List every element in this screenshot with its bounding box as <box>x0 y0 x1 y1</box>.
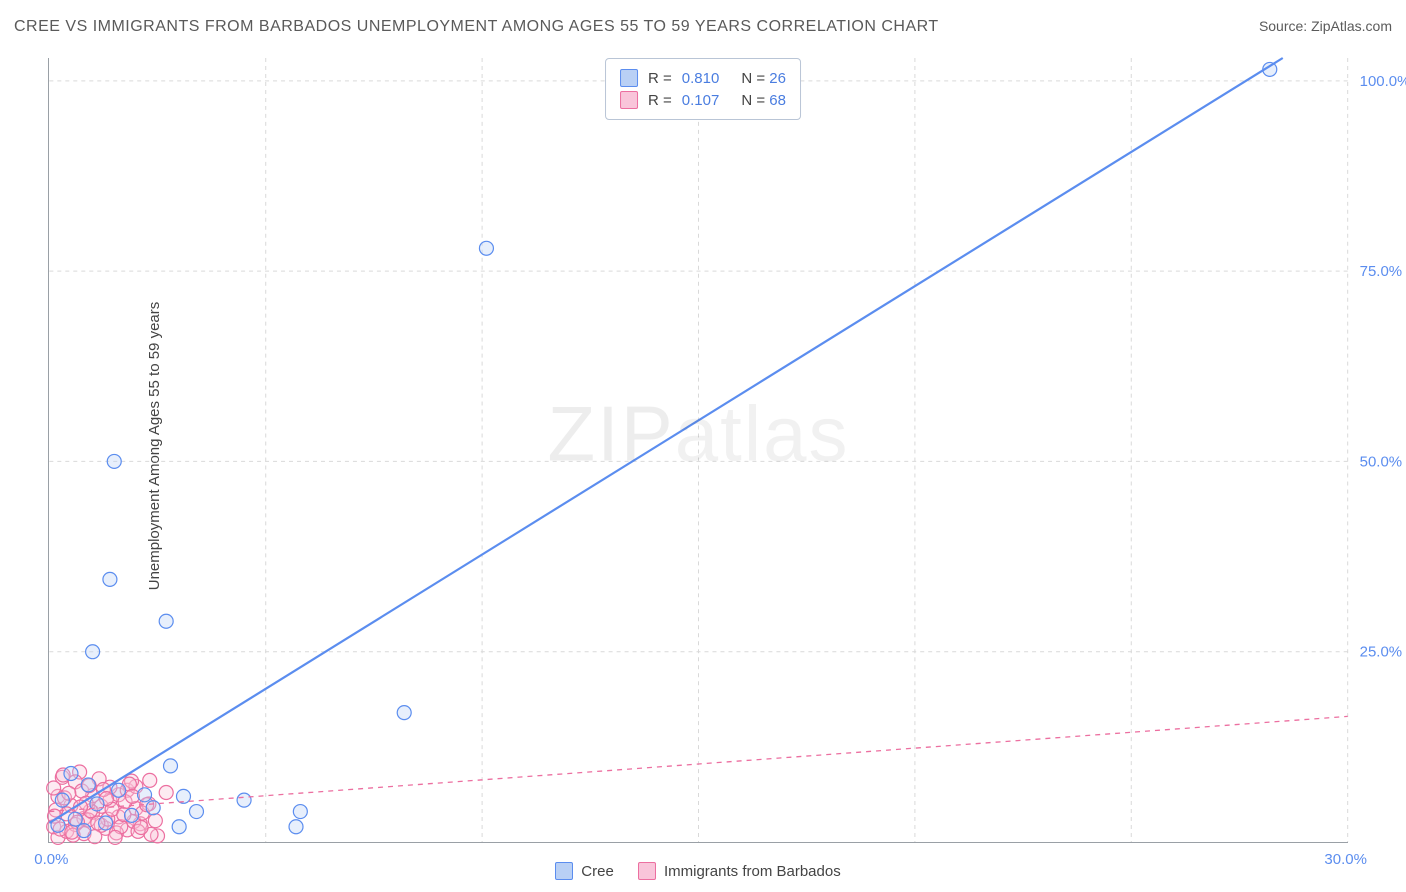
series-legend: Cree Immigrants from Barbados <box>48 862 1348 884</box>
chart-header: CREE VS IMMIGRANTS FROM BARBADOS UNEMPLO… <box>14 18 1392 48</box>
plot-svg: 25.0%50.0%75.0%100.0%0.0%30.0% <box>49 58 1348 842</box>
svg-text:100.0%: 100.0% <box>1360 73 1406 90</box>
swatch-barbados <box>620 91 638 109</box>
chart-title: CREE VS IMMIGRANTS FROM BARBADOS UNEMPLO… <box>14 18 939 35</box>
svg-text:25.0%: 25.0% <box>1360 644 1402 661</box>
legend-item-barbados: Immigrants from Barbados <box>638 862 841 880</box>
source-attribution: Source: ZipAtlas.com <box>1259 18 1392 34</box>
correlation-legend: R = 0.810 N = 26 R = 0.107 N = 68 <box>605 58 801 120</box>
legend-row-barbados: R = 0.107 N = 68 <box>620 89 786 111</box>
svg-text:75.0%: 75.0% <box>1360 263 1402 280</box>
n-value-barbados: 68 <box>769 92 786 109</box>
svg-text:50.0%: 50.0% <box>1360 453 1402 470</box>
scatter-plot-area: 25.0%50.0%75.0%100.0%0.0%30.0% ZIPatlas <box>48 58 1348 843</box>
legend-row-cree: R = 0.810 N = 26 <box>620 67 786 89</box>
swatch-cree-icon <box>555 862 573 880</box>
legend-item-cree: Cree <box>555 862 614 880</box>
swatch-barbados-icon <box>638 862 656 880</box>
swatch-cree <box>620 69 638 87</box>
r-value-barbados: 0.107 <box>682 92 720 109</box>
source-link[interactable]: ZipAtlas.com <box>1311 18 1392 34</box>
n-value-cree: 26 <box>769 70 786 87</box>
r-value-cree: 0.810 <box>682 70 720 87</box>
